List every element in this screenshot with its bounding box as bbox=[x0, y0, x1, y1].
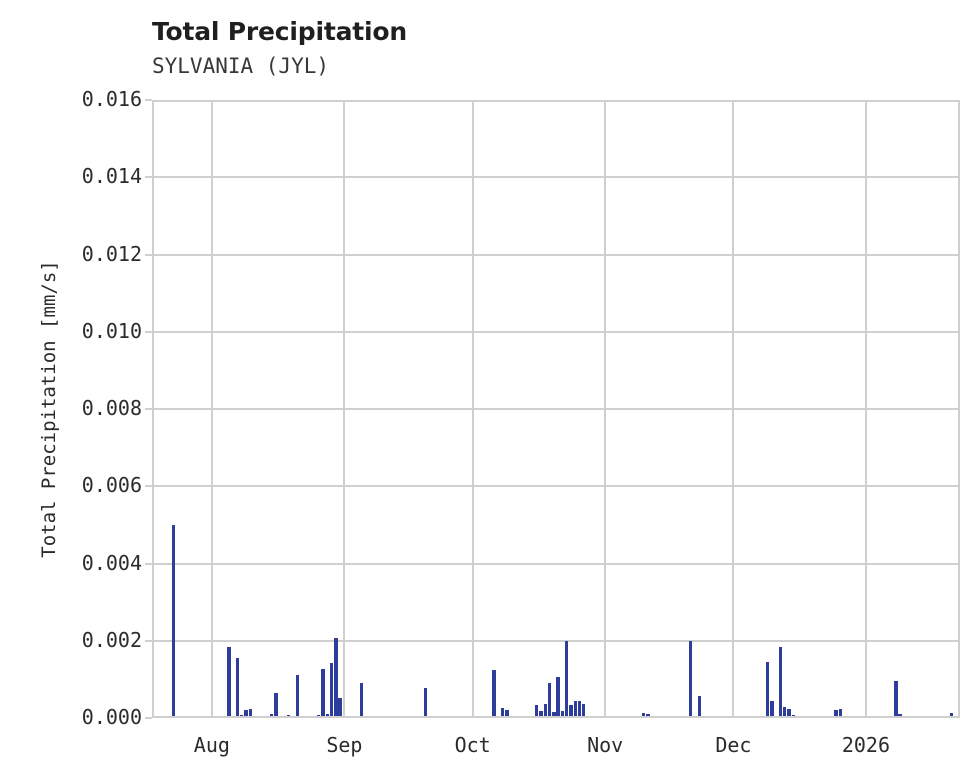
bar bbox=[641, 712, 646, 718]
bar bbox=[556, 677, 560, 718]
chart-title: Total Precipitation bbox=[152, 17, 407, 46]
y-tick-label: 0.008 bbox=[81, 396, 142, 420]
bar bbox=[569, 705, 573, 718]
y-tick-mark bbox=[145, 408, 152, 410]
bar bbox=[235, 658, 240, 718]
bar bbox=[547, 682, 552, 718]
gridline-horizontal bbox=[152, 639, 960, 642]
bar bbox=[898, 713, 902, 718]
bar bbox=[770, 701, 774, 718]
bar bbox=[359, 682, 364, 718]
y-tick-mark bbox=[145, 485, 152, 488]
bar bbox=[949, 713, 954, 718]
bar bbox=[577, 701, 582, 718]
bar bbox=[543, 704, 547, 718]
bar bbox=[270, 713, 274, 718]
bar bbox=[552, 712, 556, 718]
gridline-vertical bbox=[471, 100, 474, 718]
y-tick-label: 0.016 bbox=[81, 87, 142, 111]
x-tick-label: Oct bbox=[454, 733, 491, 757]
y-tick-label: 0.010 bbox=[81, 318, 142, 343]
gridline-horizontal bbox=[152, 408, 960, 410]
bar bbox=[573, 701, 577, 718]
y-axis-tick-labels: 0.016 0.014 0.012 0.010 0.008 0.006 0.004 0.002… bbox=[38, 0, 142, 780]
bar bbox=[650, 715, 654, 718]
bar bbox=[227, 647, 231, 718]
bar bbox=[317, 714, 321, 718]
bar bbox=[560, 711, 565, 718]
bar bbox=[329, 663, 334, 718]
gridline-vertical bbox=[604, 100, 607, 718]
bar bbox=[535, 705, 539, 718]
bar bbox=[646, 713, 650, 718]
bar bbox=[338, 697, 342, 718]
gridline-vertical bbox=[343, 100, 346, 718]
bar bbox=[500, 707, 505, 718]
plot-area bbox=[152, 100, 960, 718]
bar bbox=[582, 704, 586, 718]
bar bbox=[334, 638, 338, 718]
bar bbox=[287, 714, 291, 718]
bar bbox=[834, 709, 838, 718]
bar bbox=[248, 709, 253, 718]
gridline-horizontal bbox=[152, 485, 960, 488]
y-tick-mark bbox=[145, 99, 152, 101]
y-tick-mark bbox=[145, 253, 152, 256]
bar bbox=[697, 695, 701, 718]
gridline-horizontal bbox=[152, 562, 960, 565]
y-tick-label: 0.012 bbox=[81, 241, 142, 266]
gridline-vertical bbox=[732, 100, 735, 718]
bar bbox=[171, 524, 176, 718]
bar bbox=[791, 714, 795, 718]
bar bbox=[872, 715, 877, 718]
x-tick-label: Sep bbox=[326, 733, 363, 757]
bar bbox=[244, 709, 248, 718]
bar bbox=[564, 641, 569, 718]
y-tick-label: 0.002 bbox=[81, 627, 142, 652]
bar bbox=[778, 646, 783, 718]
chart-subtitle: SYLVANIA (JYL) bbox=[152, 54, 330, 78]
y-tick-label: 0.006 bbox=[81, 473, 142, 498]
bar bbox=[492, 669, 496, 718]
bar bbox=[295, 675, 300, 718]
x-tick-label: 2026 bbox=[841, 733, 891, 757]
gridline-vertical bbox=[864, 100, 867, 718]
y-tick-label: 0.014 bbox=[81, 164, 142, 189]
bar bbox=[787, 709, 791, 718]
gridline-horizontal bbox=[152, 176, 960, 179]
y-tick-mark bbox=[145, 639, 152, 642]
x-tick-label: Aug bbox=[193, 733, 230, 757]
y-tick-mark bbox=[145, 717, 152, 719]
bar-series bbox=[152, 100, 960, 718]
gridline-horizontal bbox=[152, 330, 960, 333]
y-tick-mark bbox=[145, 176, 152, 179]
bar bbox=[321, 668, 325, 718]
bar bbox=[274, 692, 278, 718]
y-tick-mark bbox=[145, 562, 152, 565]
bar bbox=[838, 709, 842, 718]
bar bbox=[325, 713, 329, 718]
gridline-vertical bbox=[210, 100, 213, 718]
gridline-horizontal bbox=[152, 253, 960, 256]
bar bbox=[688, 641, 693, 718]
bar bbox=[783, 706, 787, 718]
bar bbox=[894, 680, 898, 718]
y-tick-mark bbox=[145, 330, 152, 333]
bar bbox=[240, 714, 244, 718]
bar bbox=[539, 710, 543, 718]
x-tick-label: Nov bbox=[587, 733, 624, 757]
y-tick-label: 0.004 bbox=[81, 550, 142, 575]
bar bbox=[496, 715, 500, 718]
x-tick-label: Dec bbox=[715, 733, 752, 757]
bar bbox=[765, 662, 770, 718]
y-tick-label: 0.000 bbox=[81, 705, 142, 729]
bar bbox=[423, 688, 428, 718]
bar bbox=[505, 709, 509, 718]
